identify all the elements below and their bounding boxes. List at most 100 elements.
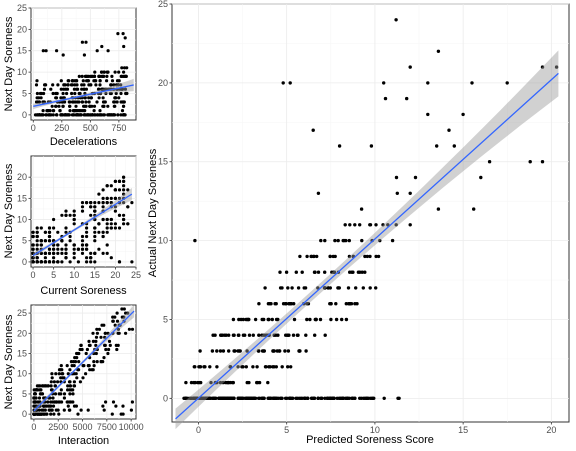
data-point xyxy=(129,408,133,412)
data-point xyxy=(66,113,70,117)
data-point xyxy=(44,412,48,416)
data-point xyxy=(365,254,369,259)
data-point xyxy=(54,372,58,376)
data-point xyxy=(113,96,117,100)
data-point xyxy=(117,179,122,183)
data-point xyxy=(376,254,381,259)
data-point xyxy=(67,408,71,412)
data-point xyxy=(394,18,398,22)
data-point xyxy=(124,311,128,315)
data-point xyxy=(57,412,61,416)
data-point xyxy=(320,396,324,400)
data-point xyxy=(90,113,95,117)
data-point xyxy=(92,104,97,108)
data-point xyxy=(130,201,134,205)
data-point xyxy=(326,286,330,290)
data-point xyxy=(77,100,81,104)
data-point xyxy=(344,317,349,322)
data-point xyxy=(80,239,85,243)
data-point xyxy=(122,307,126,311)
data-point xyxy=(106,104,110,108)
data-point xyxy=(73,91,77,96)
data-point xyxy=(106,331,110,335)
data-point xyxy=(221,380,225,385)
data-point xyxy=(109,196,113,200)
data-point xyxy=(97,87,101,91)
data-point xyxy=(105,79,109,83)
data-point xyxy=(487,160,492,164)
data-point xyxy=(113,315,117,319)
data-point xyxy=(190,396,194,400)
data-point xyxy=(43,230,48,234)
data-point xyxy=(80,40,84,44)
data-point xyxy=(93,217,97,222)
data-point xyxy=(262,396,266,400)
data-point xyxy=(68,384,72,388)
data-point xyxy=(109,91,113,96)
data-point xyxy=(109,184,113,188)
data-point xyxy=(395,191,399,195)
x-axis-ticks: 0 5 10 15 20 25 xyxy=(31,267,141,280)
data-point xyxy=(83,74,87,78)
data-point xyxy=(72,209,76,213)
data-point xyxy=(60,372,64,376)
data-point xyxy=(103,335,107,339)
data-point xyxy=(97,222,101,226)
data-point xyxy=(62,408,66,412)
data-point xyxy=(97,247,101,251)
data-point xyxy=(304,333,308,337)
data-point xyxy=(117,188,122,192)
data-point xyxy=(50,372,54,376)
data-point xyxy=(95,49,99,53)
data-point xyxy=(199,396,204,400)
data-points xyxy=(33,31,129,117)
data-point xyxy=(113,196,117,200)
data-point xyxy=(62,396,66,400)
data-point xyxy=(79,408,83,412)
data-point xyxy=(53,392,58,396)
data-point xyxy=(93,251,97,255)
data-point xyxy=(113,323,117,327)
data-point xyxy=(81,79,85,83)
data-point xyxy=(270,317,274,322)
data-point xyxy=(106,70,110,74)
data-point xyxy=(50,104,54,108)
data-point xyxy=(105,222,109,226)
data-point xyxy=(68,239,72,243)
data-point xyxy=(47,239,52,243)
data-point xyxy=(81,364,85,368)
data-point xyxy=(347,254,352,259)
data-point xyxy=(359,207,364,211)
data-point xyxy=(266,380,270,385)
data-point xyxy=(59,87,63,91)
data-point xyxy=(56,243,60,247)
data-point xyxy=(287,302,292,306)
data-point xyxy=(82,83,86,87)
x-axis-label: Current Soreness xyxy=(40,285,127,297)
data-point xyxy=(283,302,288,306)
data-point xyxy=(52,380,57,384)
data-point xyxy=(184,380,188,385)
data-point xyxy=(472,207,476,211)
data-point xyxy=(111,400,116,404)
data-point xyxy=(47,230,52,234)
data-point xyxy=(292,317,297,322)
data-point xyxy=(41,49,45,53)
data-point xyxy=(381,223,385,227)
data-point xyxy=(297,349,302,353)
data-point xyxy=(358,223,362,227)
data-point xyxy=(59,364,63,368)
data-point xyxy=(100,44,104,49)
data-point xyxy=(101,205,105,209)
data-point xyxy=(60,213,64,217)
data-point xyxy=(323,333,327,337)
data-point xyxy=(311,128,315,132)
data-point xyxy=(288,81,292,85)
data-point xyxy=(39,96,43,100)
data-point xyxy=(98,79,102,83)
data-point xyxy=(115,100,119,104)
data-point xyxy=(97,201,101,205)
x-axis-ticks: 0 250 500 750 xyxy=(31,120,126,133)
data-point xyxy=(244,365,248,369)
data-point xyxy=(35,100,40,104)
